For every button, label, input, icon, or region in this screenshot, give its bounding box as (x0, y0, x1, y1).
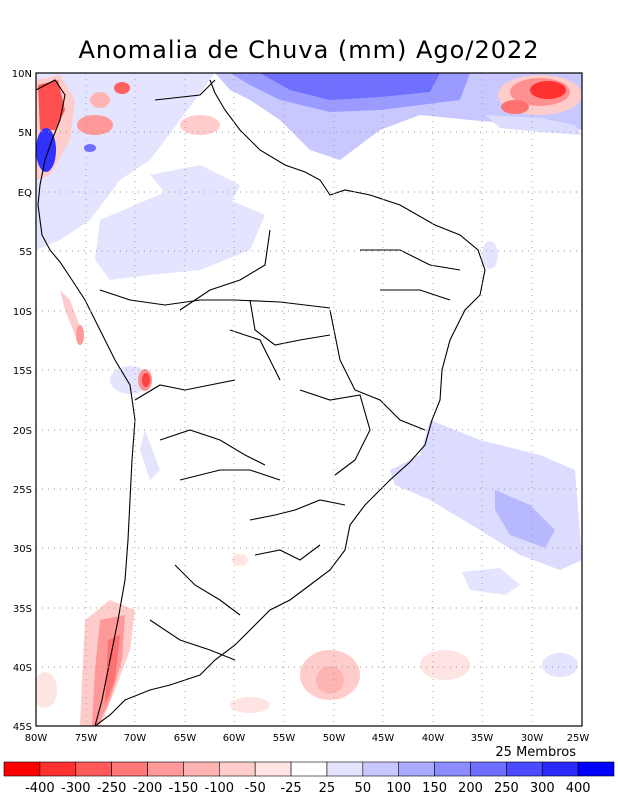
colorbar-swatch (577, 761, 615, 777)
graticule (36, 73, 582, 726)
lon-tick-label: 80W (25, 733, 48, 744)
lat-tick-label: 40S (13, 663, 32, 674)
lon-tick-label: 65W (174, 733, 197, 744)
colorbar-label: -250 (97, 781, 127, 796)
colorbar-swatch (362, 761, 400, 777)
lon-tick-label: 75W (75, 733, 98, 744)
lon-tick-label: 45W (372, 733, 395, 744)
colorbar-label: 100 (386, 781, 411, 796)
colorbar-label: -25 (280, 781, 301, 796)
colorbar-swatch (3, 761, 41, 777)
colorbar-label: 300 (530, 781, 555, 796)
colorbar-label: -200 (133, 781, 163, 796)
lon-tick-label: 60W (223, 733, 246, 744)
lat-tick-label: 10N (12, 69, 32, 80)
colorbar-label: 200 (458, 781, 483, 796)
map-title: Anomalia de Chuva (mm) Ago/2022 (78, 36, 540, 64)
lon-tick-label: 35W (471, 733, 494, 744)
lat-tick-label: 30S (13, 544, 32, 555)
lon-tick-label: 25W (567, 733, 590, 744)
lon-tick-label: 50W (323, 733, 346, 744)
colorbar-swatch (326, 761, 364, 777)
lat-tick-label: EQ (18, 188, 32, 199)
colorbar-swatch (398, 761, 435, 777)
colorbar-label: -150 (169, 781, 199, 796)
colorbar-label: 250 (494, 781, 519, 796)
colorbar-swatch (111, 761, 148, 777)
colorbar-label: -50 (245, 781, 266, 796)
colorbar-swatch (39, 761, 77, 777)
lon-tick-labels: 80W 75W 70W 65W 60W 55W 50W 45W 40W 35W … (25, 733, 590, 744)
lat-tick-label: 15S (13, 366, 32, 377)
colorbar-label: 150 (422, 781, 447, 796)
lon-tick-label: 55W (273, 733, 296, 744)
colorbar-label: -100 (205, 781, 235, 796)
colorbar-swatch (254, 761, 292, 777)
lon-tick-label: 70W (124, 733, 147, 744)
colorbar-label: -400 (25, 781, 55, 796)
colorbar-swatch (506, 761, 543, 777)
coastline-borders (36, 79, 486, 726)
colorbar-swatch (183, 761, 220, 777)
colorbar-label: 25 (319, 781, 336, 796)
lat-tick-label: 45S (13, 722, 32, 733)
map-frame (35, 72, 583, 727)
lon-tick-label: 40W (422, 733, 445, 744)
colorbar (3, 761, 615, 777)
anomaly-field (36, 73, 582, 726)
lat-tick-labels: 10N 5N EQ 5S 10S 15S 20S 25S 30S 35S 40S… (12, 69, 32, 733)
colorbar-swatch (434, 761, 471, 777)
colorbar-swatch (290, 761, 328, 777)
lat-tick-label: 10S (13, 307, 32, 318)
lat-tick-label: 25S (13, 485, 32, 496)
colorbar-swatch (541, 761, 579, 777)
colorbar-swatch (470, 761, 507, 777)
colorbar-label: -300 (61, 781, 91, 796)
ensemble-members: 25 Membros (495, 745, 576, 760)
colorbar-label: 400 (566, 781, 591, 796)
lon-tick-label: 30W (521, 733, 544, 744)
colorbar-labels: -400 -300 -250 -200 -150 -100 -50 -25 25 50 100 150… (25, 781, 590, 796)
colorbar-swatch (75, 761, 112, 777)
lat-tick-label: 20S (13, 426, 32, 437)
lat-tick-label: 5S (19, 247, 32, 258)
colorbar-swatch (218, 761, 256, 777)
colorbar-swatch (147, 761, 184, 777)
lat-tick-label: 35S (13, 604, 32, 615)
lat-tick-label: 5N (18, 128, 32, 139)
colorbar-label: 50 (355, 781, 372, 796)
